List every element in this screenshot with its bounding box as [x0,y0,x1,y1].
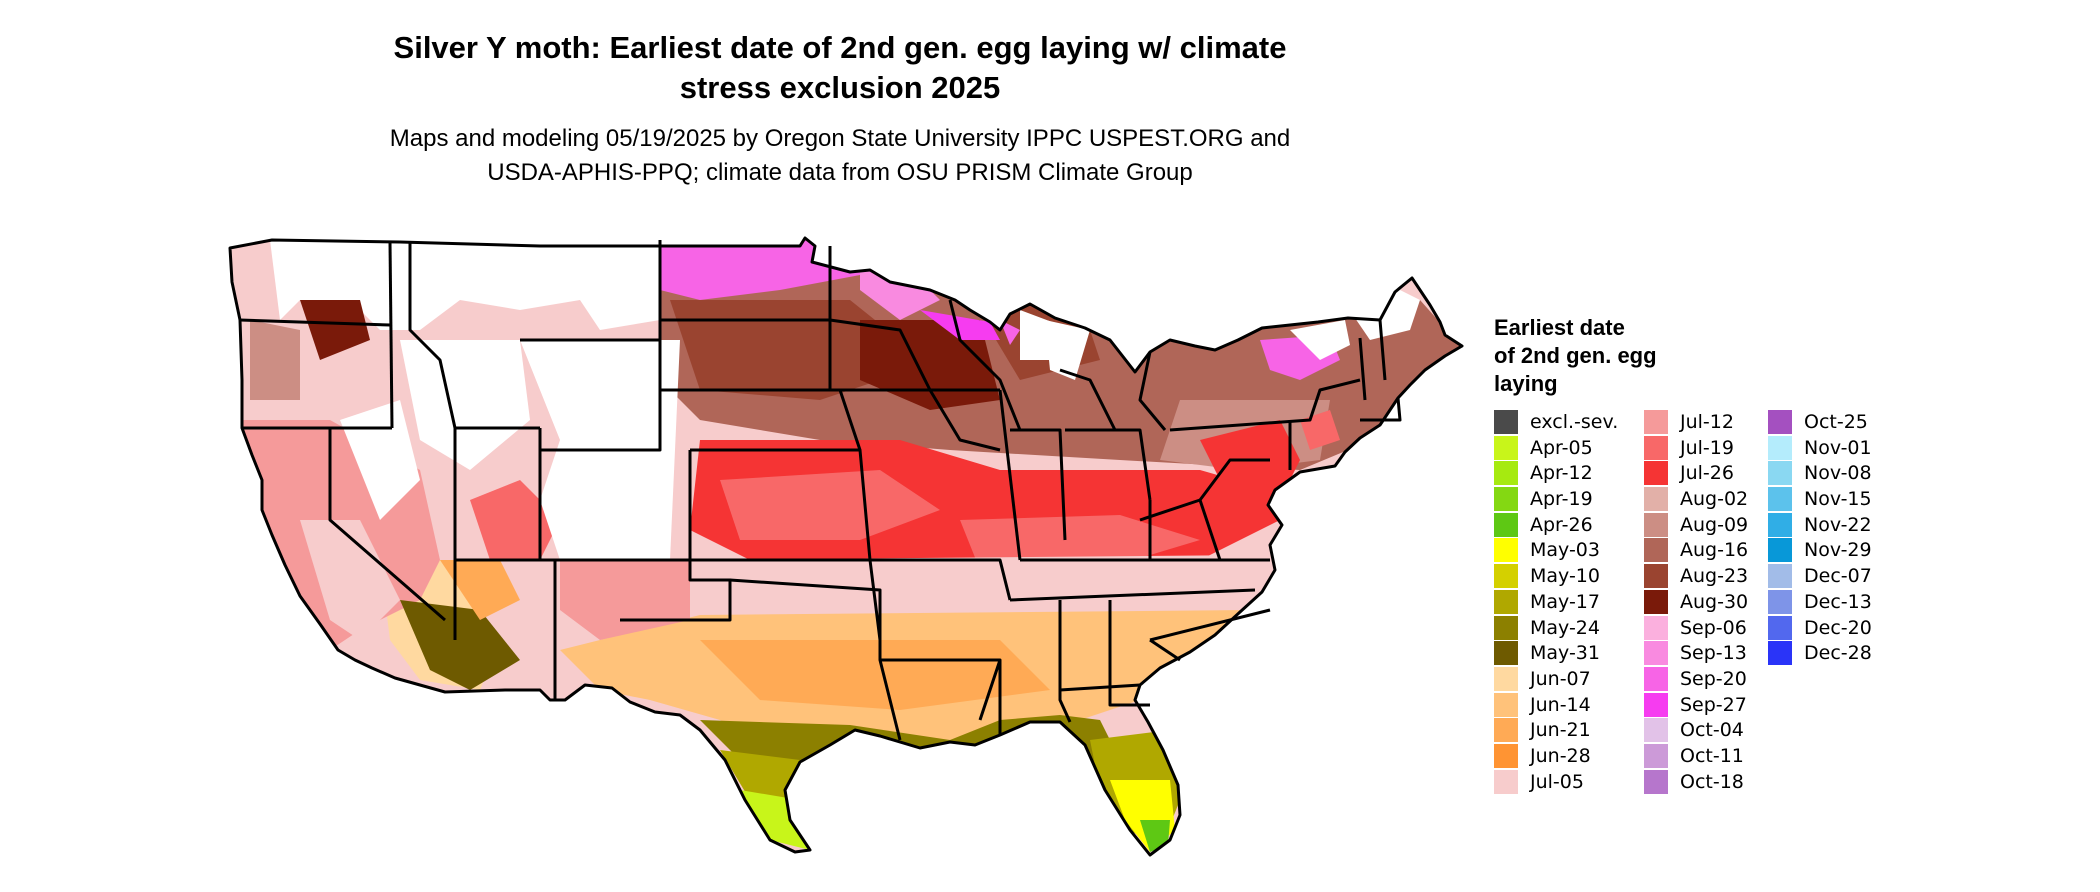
legend-swatch [1768,512,1792,537]
legend-label: Apr-19 [1530,488,1593,511]
legend-swatch [1768,487,1792,512]
legend-label: Nov-01 [1804,436,1872,459]
legend-swatch [1644,512,1668,537]
legend-swatch [1494,589,1518,614]
legend-swatch [1494,666,1518,691]
map-title: Silver Y moth: Earliest date of 2nd gen.… [290,28,1390,108]
legend-label: Nov-15 [1804,488,1872,511]
legend-swatch [1644,410,1668,434]
legend-label: Nov-22 [1804,513,1872,536]
legend-swatch [1644,461,1668,486]
legend-label: Aug-30 [1680,590,1749,613]
legend-label: Jul-19 [1680,436,1734,459]
legend-label: Sep-13 [1680,642,1747,665]
legend-swatch [1768,615,1792,640]
legend-swatch [1768,641,1792,666]
legend-label: Jul-12 [1680,411,1734,433]
legend-label: May-10 [1530,565,1600,588]
legend-swatch [1768,564,1792,589]
legend-swatch [1494,615,1518,640]
legend-swatch [1644,769,1668,794]
legend-swatch [1494,564,1518,589]
legend-swatch [1494,487,1518,512]
legend-label: May-31 [1530,642,1600,665]
legend-swatch [1644,589,1668,614]
legend-swatch [1494,718,1518,743]
legend-swatch [1644,564,1668,589]
legend-label: Jun-07 [1530,667,1591,690]
legend-label: Oct-18 [1680,770,1744,793]
legend-title-line-3: laying [1494,371,1558,396]
legend-swatch [1494,743,1518,768]
legend-label: Oct-11 [1680,744,1744,767]
legend-swatch [1494,461,1518,486]
legend-label: Nov-29 [1804,539,1872,562]
legend-swatch [1768,435,1792,460]
legend-swatch [1644,615,1668,640]
legend-label: Nov-08 [1804,462,1872,485]
legend-swatch [1644,692,1668,717]
legend-label: Sep-27 [1680,693,1747,716]
legend-swatch [1768,538,1792,563]
legend-label: Oct-25 [1804,411,1868,433]
legend-swatch [1494,410,1518,434]
legend-label: Dec-20 [1804,616,1872,639]
legend-label: Apr-05 [1530,436,1593,459]
legend-label: Apr-26 [1530,513,1593,536]
legend-label: May-17 [1530,590,1600,613]
legend-swatch [1644,435,1668,460]
legend-label: Dec-28 [1804,642,1872,665]
legend-swatch [1494,538,1518,563]
legend-label: Jun-21 [1530,719,1591,742]
legend-swatch [1768,410,1792,434]
legend-label: Oct-04 [1680,719,1744,742]
legend-swatch [1494,512,1518,537]
legend-swatch [1644,641,1668,666]
legend-swatch [1494,769,1518,794]
legend-label: Sep-20 [1680,667,1747,690]
legend-label: Jul-26 [1680,462,1734,485]
legend-label: May-24 [1530,616,1600,639]
legend-label: Dec-07 [1804,565,1872,588]
legend-swatch [1644,487,1668,512]
legend-label: Aug-09 [1680,513,1749,536]
legend-label: Jun-28 [1530,744,1591,767]
legend-swatch [1494,435,1518,460]
map-title-line-1: Silver Y moth: Earliest date of 2nd gen.… [393,30,1287,65]
legend-label: Jun-14 [1530,693,1591,716]
map-title-line-2: stress exclusion 2025 [679,70,1001,105]
legend-label: Apr-12 [1530,462,1593,485]
legend-swatch [1644,538,1668,563]
legend-label: excl.-sev. [1530,411,1619,433]
legend-label: Aug-23 [1680,565,1749,588]
legend-label: Jul-05 [1530,770,1584,793]
legend-swatch [1644,666,1668,691]
map-subtitle-line-2: USDA-APHIS-PPQ; climate data from OSU PR… [487,159,1193,186]
legend-label: Sep-06 [1680,616,1747,639]
legend-title-line-1: Earliest date [1494,315,1625,340]
legend-swatch [1644,743,1668,768]
legend-swatch [1644,718,1668,743]
legend-label: Aug-02 [1680,488,1749,511]
legend-title-line-2: of 2nd gen. egg [1494,343,1657,368]
legend-title: Earliest date of 2nd gen. egg laying [1494,314,1754,398]
legend-swatch [1768,589,1792,614]
map-subtitle-line-1: Maps and modeling 05/19/2025 by Oregon S… [389,125,1291,152]
legend-label: Aug-16 [1680,539,1749,562]
legend-swatch [1768,461,1792,486]
state-boundaries [228,236,1464,857]
map-subtitle: Maps and modeling 05/19/2025 by Oregon S… [290,122,1390,190]
legend-label: Dec-13 [1804,590,1872,613]
legend-swatch [1494,641,1518,666]
legend-swatch [1494,692,1518,717]
legend-label: May-03 [1530,539,1600,562]
